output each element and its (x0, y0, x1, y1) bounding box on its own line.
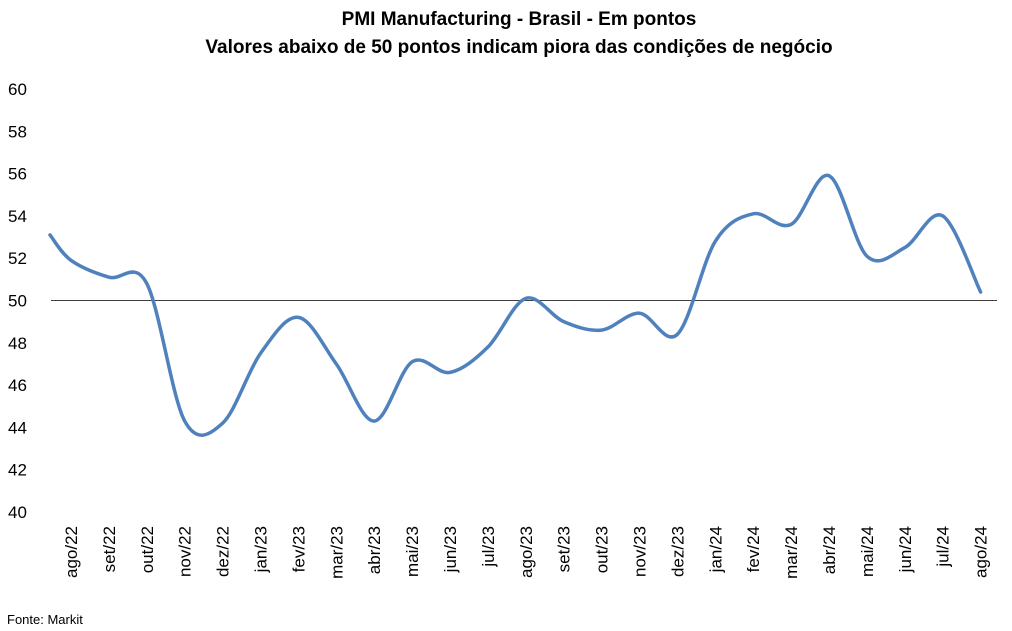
x-tick-label: mai/23 (403, 526, 422, 577)
y-tick-label: 58 (8, 122, 27, 141)
x-axis-ticks: ago/22 set/22 out/22 nov/22 dez/22 jan/23 fev/… (62, 526, 991, 579)
y-tick-label: 54 (8, 207, 27, 226)
y-tick-label: 44 (8, 418, 27, 437)
x-tick-label: jan/24 (706, 526, 725, 573)
y-tick-label: 50 (8, 292, 27, 311)
series-line-pmi (48, 173, 983, 437)
x-tick-label: ago/22 (62, 526, 81, 578)
x-tick-label: ago/24 (972, 526, 991, 578)
x-tick-label: nov/23 (631, 526, 650, 577)
x-tick-label: jul/23 (479, 526, 498, 568)
x-tick-label: mai/24 (858, 526, 877, 577)
chart-title: PMI Manufacturing - Brasil - Em pontos (342, 9, 697, 30)
x-tick-label: dez/23 (668, 526, 687, 577)
y-tick-label: 60 (8, 80, 27, 99)
x-tick-label: fev/23 (289, 526, 308, 572)
y-tick-label: 48 (8, 334, 27, 353)
x-tick-label: nov/22 (176, 526, 195, 577)
y-tick-label: 56 (8, 165, 27, 184)
x-tick-label: mar/23 (327, 526, 346, 579)
x-tick-label: set/23 (555, 526, 574, 572)
x-tick-label: jun/23 (441, 526, 460, 573)
x-tick-label: abr/23 (365, 526, 384, 574)
x-tick-label: out/23 (593, 526, 612, 573)
x-tick-label: mar/24 (782, 526, 801, 579)
source-note: Fonte: Markit (7, 612, 83, 627)
y-tick-label: 52 (8, 249, 27, 268)
y-tick-label: 40 (8, 503, 27, 522)
x-tick-label: dez/22 (214, 526, 233, 577)
x-tick-label: set/22 (100, 526, 119, 572)
y-tick-label: 46 (8, 376, 27, 395)
y-tick-label: 42 (8, 461, 27, 480)
chart-subtitle: Valores abaixo de 50 pontos indicam pior… (205, 37, 832, 58)
x-tick-label: out/22 (138, 526, 157, 573)
x-tick-label: fev/24 (744, 526, 763, 572)
x-tick-label: jul/24 (934, 526, 953, 568)
x-tick-label: abr/24 (820, 526, 839, 574)
x-tick-label: jan/23 (252, 526, 271, 573)
y-axis-ticks: 40 42 44 46 48 50 52 54 56 58 60 (8, 80, 27, 522)
x-tick-label: jun/24 (896, 526, 915, 573)
x-tick-label: ago/23 (517, 526, 536, 578)
